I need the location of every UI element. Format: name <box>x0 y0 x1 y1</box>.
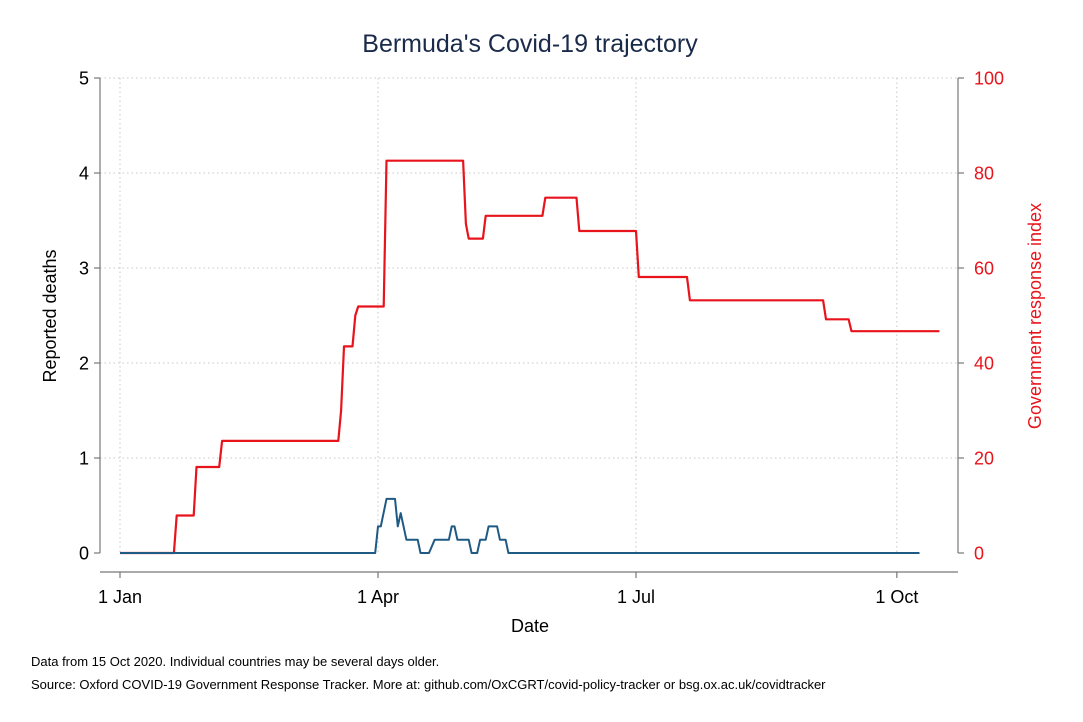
series-line-government-response-index <box>120 159 940 555</box>
y-left-tick-label-4: 4 <box>79 164 89 184</box>
y-left-tick-label-5: 5 <box>79 69 89 89</box>
x-axis-label: Date <box>511 616 549 636</box>
y-axis-right-label: Government response index <box>1025 203 1045 429</box>
x-tick-label-2: 1 Jul <box>617 587 655 607</box>
y-left-tick-label-1: 1 <box>79 449 89 469</box>
y-right-tick-label-1: 20 <box>974 449 994 469</box>
y-left-tick-label-2: 2 <box>79 354 89 374</box>
footnote-source: Source: Oxford COVID-19 Government Respo… <box>31 677 826 692</box>
y-right-tick-label-3: 60 <box>974 259 994 279</box>
y-left-tick-label-0: 0 <box>79 544 89 564</box>
y-axis-left-label: Reported deaths <box>40 249 60 382</box>
x-tick-label-3: 1 Oct <box>875 587 918 607</box>
x-tick-label-1: 1 Apr <box>357 587 399 607</box>
series-line-reported-deaths <box>120 497 920 554</box>
y-right-tick-label-5: 100 <box>974 69 1004 89</box>
y-right-tick-label-2: 40 <box>974 354 994 374</box>
series <box>120 159 940 555</box>
chart: 0 1 2 3 4 5 0 20 40 60 80 100 1 Jan 1 Apr 1 Jul 1 Oct B… <box>40 30 1045 636</box>
chart-title: Bermuda's Covid-19 trajectory <box>362 30 698 58</box>
axes: 0 1 2 3 4 5 0 20 40 60 80 100 1 Jan 1 Apr 1 Jul 1 Oct <box>79 69 1004 608</box>
grid <box>100 77 958 553</box>
y-right-tick-label-4: 80 <box>974 164 994 184</box>
footnote-data-date: Data from 15 Oct 2020. Individual countr… <box>31 654 440 669</box>
x-tick-label-0: 1 Jan <box>98 587 142 607</box>
y-right-tick-label-0: 0 <box>974 544 984 564</box>
y-left-tick-label-3: 3 <box>79 259 89 279</box>
